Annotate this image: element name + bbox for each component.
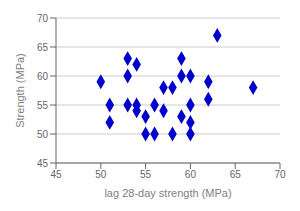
svg-text:55: 55 xyxy=(140,169,152,180)
svg-text:70: 70 xyxy=(37,13,49,24)
svg-text:lag 28-day strength (MPa): lag 28-day strength (MPa) xyxy=(104,187,231,199)
svg-text:60: 60 xyxy=(185,169,197,180)
svg-text:50: 50 xyxy=(37,129,49,140)
svg-text:65: 65 xyxy=(230,169,242,180)
svg-text:45: 45 xyxy=(50,169,62,180)
svg-text:Strength (MPa): Strength (MPa) xyxy=(14,53,26,128)
svg-text:45: 45 xyxy=(37,158,49,169)
svg-text:50: 50 xyxy=(95,169,107,180)
svg-text:70: 70 xyxy=(274,169,286,180)
svg-text:60: 60 xyxy=(37,71,49,82)
svg-text:55: 55 xyxy=(37,100,49,111)
svg-text:65: 65 xyxy=(37,42,49,53)
